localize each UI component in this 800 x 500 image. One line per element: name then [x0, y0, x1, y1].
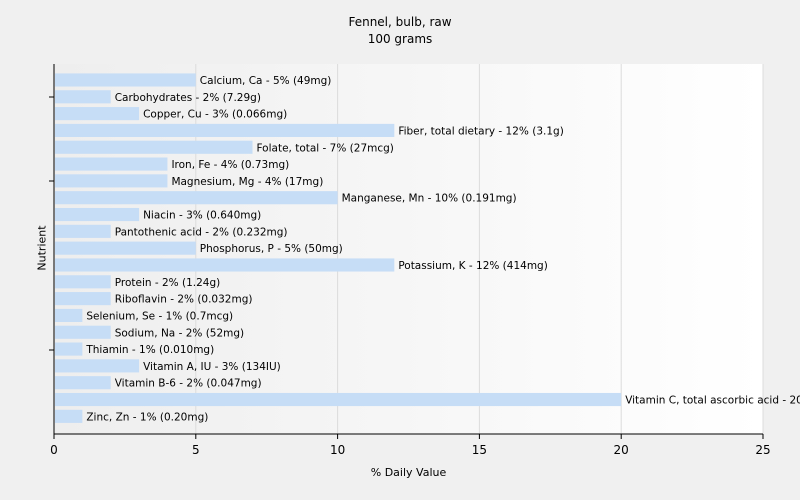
bar [55, 157, 168, 171]
bar-data-label: Pantothenic acid - 2% (0.232mg) [115, 226, 288, 238]
bar [55, 123, 395, 137]
bar-data-label: Phosphorus, P - 5% (50mg) [200, 243, 343, 255]
bar [55, 174, 168, 188]
bar-data-label: Thiamin - 1% (0.010mg) [85, 344, 214, 356]
bar-data-label: Protein - 2% (1.24g) [115, 277, 221, 289]
bar [55, 224, 111, 238]
x-tick-label: 10 [330, 443, 345, 457]
x-axis-label: % Daily Value [370, 466, 447, 479]
bar [55, 359, 140, 373]
bar-data-label: Folate, total - 7% (27mcg) [257, 142, 394, 154]
bar [55, 308, 83, 322]
bar-data-label: Iron, Fe - 4% (0.73mg) [171, 159, 289, 171]
bar [55, 325, 111, 339]
bar [55, 73, 196, 87]
bar [55, 376, 111, 390]
bar-data-label: Carbohydrates - 2% (7.29g) [115, 92, 261, 104]
bar [55, 191, 338, 205]
bar [55, 409, 83, 423]
bar-data-label: Potassium, K - 12% (414mg) [398, 260, 548, 272]
chart-title: Fennel, bulb, raw [348, 15, 452, 29]
bar-data-label: Sodium, Na - 2% (52mg) [115, 327, 244, 339]
x-tick-label: 0 [50, 443, 58, 457]
bar [55, 342, 83, 356]
bar-data-label: Vitamin B-6 - 2% (0.047mg) [115, 378, 262, 390]
bar-data-label: Copper, Cu - 3% (0.066mg) [143, 109, 287, 121]
bar-data-label: Calcium, Ca - 5% (49mg) [200, 75, 332, 87]
bar-data-label: Manganese, Mn - 10% (0.191mg) [342, 193, 517, 205]
bar-data-label: Fiber, total dietary - 12% (3.1g) [398, 125, 563, 137]
x-tick-label: 20 [614, 443, 629, 457]
bar-data-label: Zinc, Zn - 1% (0.20mg) [86, 411, 208, 423]
bar-data-label: Riboflavin - 2% (0.032mg) [115, 294, 253, 306]
bar [55, 275, 111, 289]
bar-data-label: Vitamin C, total ascorbic acid - 20% (12… [625, 395, 800, 407]
bar [55, 107, 140, 121]
bar [55, 292, 111, 306]
y-axis-label: Nutrient [35, 225, 49, 271]
x-tick-label: 15 [472, 443, 487, 457]
bar [55, 140, 253, 154]
chart-subtitle: 100 grams [367, 32, 433, 46]
bar-data-label: Selenium, Se - 1% (0.7mcg) [86, 310, 233, 322]
x-tick-label: 25 [755, 443, 770, 457]
bar-data-label: Vitamin A, IU - 3% (134IU) [143, 361, 281, 373]
bar [55, 207, 140, 222]
bar [55, 392, 622, 407]
bar [55, 241, 196, 255]
x-tick-label: 5 [192, 443, 200, 457]
bar [55, 90, 111, 104]
bar-data-label: Magnesium, Mg - 4% (17mg) [171, 176, 323, 188]
bar [55, 258, 395, 272]
bar-data-label: Niacin - 3% (0.640mg) [143, 210, 261, 222]
